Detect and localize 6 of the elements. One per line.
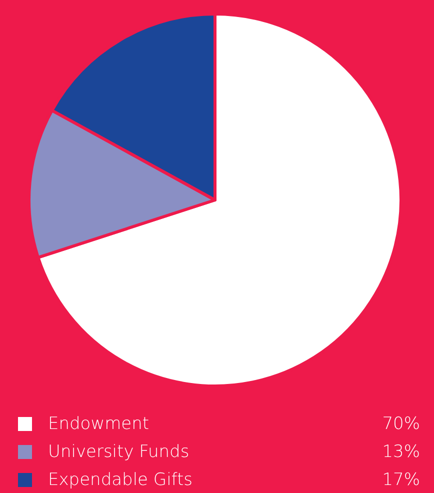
legend-label: University Funds <box>48 442 190 462</box>
legend-label: Endowment <box>48 414 150 434</box>
data-label: 70% <box>382 414 420 434</box>
legend-label: Expendable Gifts <box>48 470 194 490</box>
data-label: 17% <box>382 470 420 490</box>
data-label: 13% <box>382 442 420 462</box>
